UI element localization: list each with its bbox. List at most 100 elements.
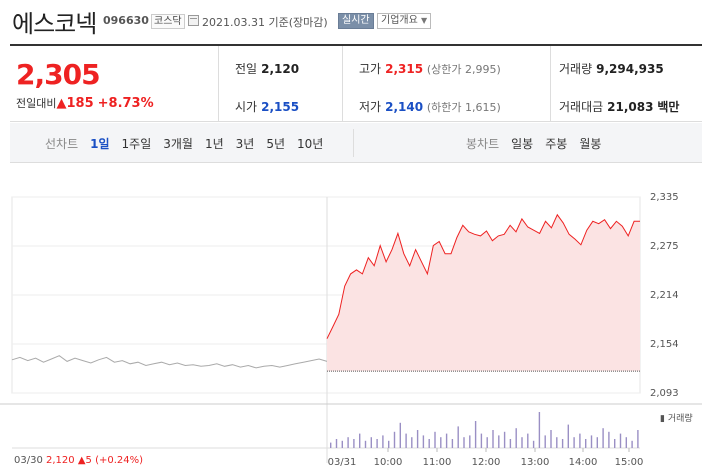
tab-line-4[interactable]: 3년 — [235, 136, 255, 151]
change-value: 185 — [66, 96, 94, 111]
volume-bar — [532, 440, 535, 448]
volume-bar — [538, 412, 541, 448]
realtime-button[interactable]: 실시간 — [338, 13, 374, 29]
volume-legend-label: 거래량 — [667, 414, 693, 424]
prev-day-line — [11, 355, 328, 369]
stock-code: 096630 — [103, 14, 149, 27]
open-value: 2,155 — [261, 100, 300, 114]
y-tick-label: 2,214 — [650, 290, 679, 301]
quote-col-2: 고가 2,315 (상한가 2,995) 저가 2,140 (하한가 1,615) — [343, 46, 551, 122]
x-tick-label: 15:00 — [615, 457, 644, 468]
volume-bar — [422, 435, 425, 448]
volume-bar — [399, 422, 401, 448]
tab-line-6[interactable]: 10년 — [297, 136, 324, 151]
up-triangle-icon: ▲ — [56, 96, 67, 111]
volume-bar — [637, 430, 639, 448]
prev-close-label: 전일 — [235, 62, 258, 76]
chevron-down-icon: ▼ — [421, 16, 428, 25]
candle-chart-label: 봉차트 — [466, 136, 500, 151]
chart-tabs: 선차트 1일 1주일 3개월 1년 3년 5년 10년 봉차트 일봉 주봉 월봉 — [10, 123, 702, 163]
tab-line-2[interactable]: 3개월 — [163, 136, 193, 151]
tab-line-0[interactable]: 1일 — [90, 136, 110, 151]
volume-bar — [440, 437, 442, 448]
amount-label: 거래대금 — [559, 100, 604, 114]
volume-bar — [330, 442, 332, 448]
tab-candle-0[interactable]: 일봉 — [511, 136, 534, 151]
volume-bar — [428, 439, 430, 448]
volume-bar — [527, 433, 529, 448]
volume-bar — [405, 433, 407, 448]
x-tick-label: 03/31 — [328, 457, 357, 468]
volume-bar — [573, 437, 575, 448]
volume-bar — [579, 433, 581, 448]
stock-name: 에스코넥 — [12, 10, 97, 38]
volume-bar — [631, 440, 633, 448]
quote-col-1: 전일 2,120 시가 2,155 — [219, 46, 343, 122]
volume-bar — [451, 439, 454, 448]
volume-bar — [608, 431, 610, 448]
tab-line-1[interactable]: 1주일 — [121, 136, 152, 151]
y-tick-label: 2,154 — [650, 339, 679, 350]
tab-line-3[interactable]: 1년 — [204, 136, 224, 151]
volume-legend: ▮ 거래량 — [660, 414, 693, 424]
quote-panel: 2,305 전일대비▲185 +8.73% 전일 2,120 시가 2,155 고가 2… — [10, 44, 702, 122]
volume-bar — [561, 439, 564, 448]
volume-bar — [353, 439, 355, 448]
volume-bar — [376, 439, 378, 448]
x-tick-label: 13:00 — [521, 457, 550, 468]
open-cell: 시가 2,155 — [235, 98, 299, 115]
volume-bar — [341, 440, 343, 448]
volume-bar — [480, 433, 483, 448]
amount-unit: 백만 — [657, 100, 680, 114]
y-tick-label: 2,275 — [650, 241, 679, 252]
volume-bar — [596, 437, 598, 448]
volume-cell: 거래량 9,294,935 — [559, 60, 664, 77]
prev-day-close: 2,120 — [46, 455, 75, 466]
change-label: 전일대비 — [16, 97, 57, 110]
change-row: 전일대비▲185 +8.73% — [16, 95, 154, 111]
volume-bar — [509, 439, 512, 448]
volume-bar — [469, 435, 471, 448]
volume-bar — [445, 433, 448, 448]
volume-bar — [492, 430, 494, 448]
volume-bar — [521, 437, 523, 448]
current-price: 2,305 — [16, 58, 101, 91]
volume-bar — [347, 437, 349, 448]
line-chart-tabs: 선차트 1일 1주일 3개월 1년 3년 5년 10년 — [45, 123, 335, 163]
volume-bar — [388, 440, 390, 448]
x-tick-label: 14:00 — [569, 457, 598, 468]
line-chart-label: 선차트 — [45, 136, 79, 151]
company-overview-label: 기업개요 — [381, 15, 418, 26]
amount-value: 21,083 — [607, 100, 654, 114]
tab-candle-1[interactable]: 주봉 — [545, 136, 568, 151]
volume-bar — [619, 433, 622, 448]
up-triangle-icon: ▲ — [77, 455, 86, 466]
market-badge: 코스닥 — [151, 14, 185, 29]
company-overview-dropdown[interactable]: 기업개요 ▼ — [377, 13, 432, 29]
volume-value: 9,294,935 — [596, 62, 664, 76]
amount-cell: 거래대금 21,083 백만 — [559, 98, 679, 115]
tab-divider — [353, 129, 354, 157]
prev-close-cell: 전일 2,120 — [235, 60, 299, 77]
y-tick-label: 2,335 — [650, 192, 679, 203]
open-label: 시가 — [235, 100, 258, 114]
prev-close-value: 2,120 — [261, 62, 300, 76]
prev-day-summary: 03/30 2,120 ▲5 (+0.24%) — [14, 455, 143, 466]
low-label: 저가 — [359, 100, 382, 114]
volume-bar — [359, 433, 361, 448]
lower-limit: (하한가 1,615) — [426, 101, 501, 114]
tab-candle-2[interactable]: 월봉 — [579, 136, 602, 151]
price-chart: 2,335 2,275 2,214 2,154 2,093 03/31 10:00 11:00… — [0, 163, 702, 472]
x-tick-label: 12:00 — [472, 457, 501, 468]
x-tick-label: 10:00 — [374, 457, 403, 468]
volume-bar — [370, 437, 372, 448]
volume-bar — [614, 439, 616, 448]
tab-line-5[interactable]: 5년 — [266, 136, 286, 151]
volume-bar — [393, 431, 396, 448]
volume-bar — [556, 437, 558, 448]
calendar-icon — [188, 15, 199, 26]
volume-bar — [515, 428, 517, 448]
x-tick-label: 11:00 — [423, 457, 452, 468]
volume-label: 거래량 — [559, 62, 593, 76]
upper-limit: (상한가 2,995) — [426, 63, 501, 76]
